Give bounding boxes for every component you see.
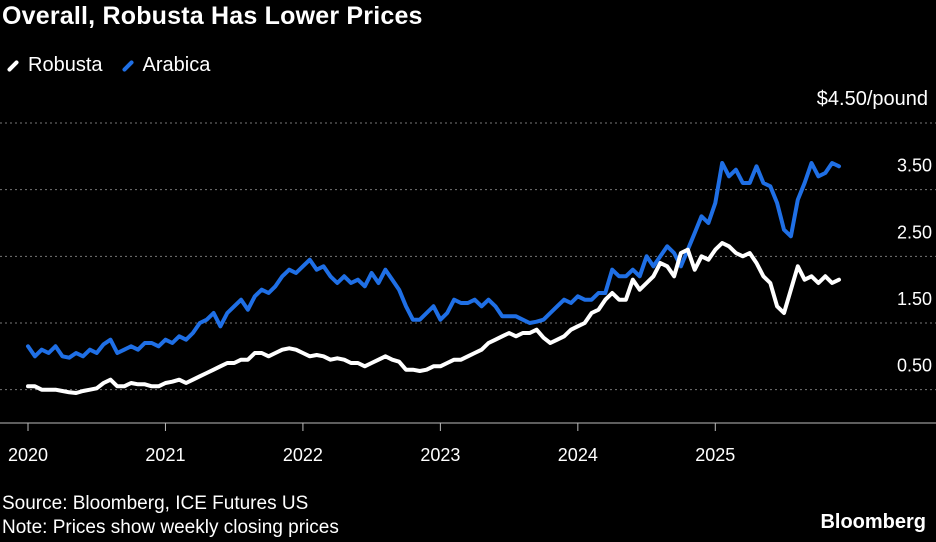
legend-item-robusta: Robusta bbox=[6, 54, 103, 77]
x-tick-label-2025: 2025 bbox=[695, 445, 735, 465]
legend-label-arabica: Arabica bbox=[142, 54, 211, 76]
legend-item-arabica: Arabica bbox=[121, 54, 211, 77]
method-note: Note: Prices show weekly closing prices bbox=[2, 517, 339, 538]
chart-title: Overall, Robusta Has Lower Prices bbox=[2, 2, 423, 30]
x-tick-label-2024: 2024 bbox=[558, 445, 598, 465]
y-tick-label-2.5: 2.50 bbox=[897, 222, 932, 242]
footnotes: Source: Bloomberg, ICE Futures US Note: … bbox=[2, 492, 339, 540]
y-tick-label-3.5: 3.50 bbox=[897, 156, 932, 176]
legend: Robusta Arabica bbox=[6, 54, 228, 77]
y-tick-label-0.5: 0.50 bbox=[897, 356, 932, 376]
brand-logo: Bloomberg bbox=[820, 511, 926, 533]
x-tick-label-2020: 2020 bbox=[8, 445, 48, 465]
series-line-arabica bbox=[26, 161, 841, 360]
y-axis-unit-label: $4.50/pound bbox=[816, 88, 928, 110]
source-note: Source: Bloomberg, ICE Futures US bbox=[2, 493, 309, 514]
series-line-robusta bbox=[26, 241, 841, 395]
x-tick-label-2022: 2022 bbox=[283, 445, 323, 465]
x-tick-label-2023: 2023 bbox=[420, 445, 460, 465]
x-tick-label-2021: 2021 bbox=[145, 445, 185, 465]
legend-label-robusta: Robusta bbox=[28, 54, 103, 76]
y-tick-label-1.5: 1.50 bbox=[897, 289, 932, 309]
